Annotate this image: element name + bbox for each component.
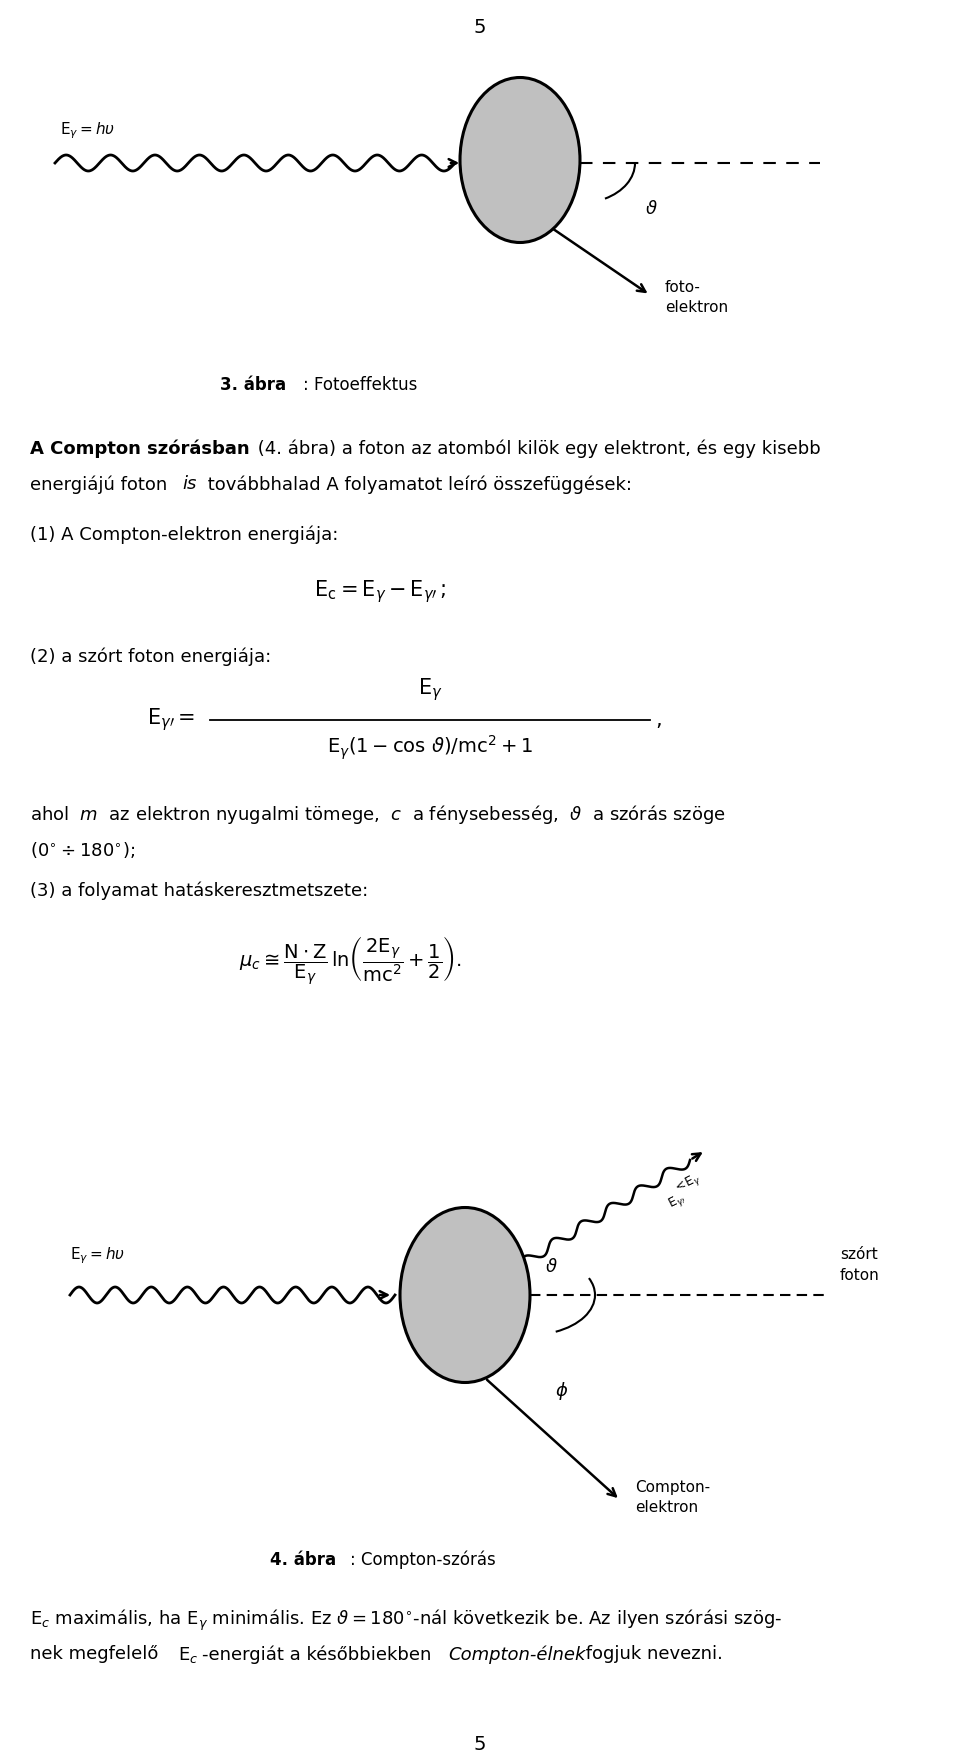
- Text: $\mu_{c} \cong \dfrac{\mathrm{N} \cdot \mathrm{Z}}{\mathrm{E}_{\gamma}}\,\ln\!\l: $\mu_{c} \cong \dfrac{\mathrm{N} \cdot \…: [239, 935, 462, 989]
- Text: $\mathrm{E}_{\gamma} = h\upsilon$: $\mathrm{E}_{\gamma} = h\upsilon$: [60, 119, 115, 141]
- Text: $\mathrm{E}_{\gamma}$: $\mathrm{E}_{\gamma}$: [418, 676, 443, 703]
- Text: 5: 5: [473, 1734, 487, 1753]
- Text: továbbhalad A folyamatot leíró összefüggések:: továbbhalad A folyamatot leíró összefügg…: [202, 474, 632, 494]
- Text: $\phi$: $\phi$: [555, 1379, 568, 1402]
- Text: $\vartheta$: $\vartheta$: [645, 200, 658, 218]
- Text: $\mathrm{E}_{c}$ maximális, ha $\mathrm{E}_{\gamma}$ minimális. Ez $\vartheta = : $\mathrm{E}_{c}$ maximális, ha $\mathrm{…: [30, 1608, 782, 1634]
- Text: $(0^{\circ} \div 180^{\circ})$;: $(0^{\circ} \div 180^{\circ})$;: [30, 840, 135, 859]
- Text: foto-
elektron: foto- elektron: [665, 279, 728, 315]
- Text: atom: atom: [500, 81, 540, 95]
- Text: A Compton szórásban: A Compton szórásban: [30, 439, 250, 459]
- Text: $\mathrm{E}_{\gamma}(1 - \cos\,\vartheta)/\mathrm{mc}^{2} + 1$: $\mathrm{E}_{\gamma}(1 - \cos\,\vartheta…: [327, 734, 533, 763]
- Text: 4. ábra: 4. ábra: [270, 1551, 336, 1569]
- Text: $\mathrm{E}_{c}$: $\mathrm{E}_{c}$: [178, 1645, 199, 1666]
- Text: $\vartheta$: $\vartheta$: [545, 1258, 558, 1276]
- Text: $<\!\mathrm{E}_{\gamma}$: $<\!\mathrm{E}_{\gamma}$: [670, 1170, 704, 1198]
- Text: (3) a folyamat hatáskeresztmetszete:: (3) a folyamat hatáskeresztmetszete:: [30, 882, 369, 901]
- Text: : Compton-szórás: : Compton-szórás: [350, 1551, 495, 1569]
- Text: fogjuk nevezni.: fogjuk nevezni.: [580, 1645, 723, 1662]
- Text: is: is: [182, 474, 197, 494]
- Text: (4. ábra) a foton az atomból kilök egy elektront, és egy kisebb: (4. ábra) a foton az atomból kilök egy e…: [252, 439, 821, 459]
- Text: $\mathrm{E}_{\gamma\prime} =$: $\mathrm{E}_{\gamma\prime} =$: [147, 706, 195, 733]
- Text: Compton-élnek: Compton-élnek: [448, 1645, 586, 1664]
- Text: : Fotoeffektus: : Fotoeffektus: [303, 376, 418, 394]
- Text: (1) A Compton-elektron energiája:: (1) A Compton-elektron energiája:: [30, 525, 338, 543]
- Text: -energiát a későbbiekben: -energiát a későbbiekben: [202, 1645, 437, 1664]
- Text: 5: 5: [473, 18, 487, 37]
- Text: (2) a szórt foton energiája:: (2) a szórt foton energiája:: [30, 648, 272, 666]
- Text: 3. ábra: 3. ábra: [220, 376, 286, 394]
- Text: $\mathrm{E}_{\mathrm{c}} = \mathrm{E}_{\gamma} - \mathrm{E}_{\gamma\prime}\,;$: $\mathrm{E}_{\mathrm{c}} = \mathrm{E}_{\…: [314, 578, 446, 606]
- Text: Compton-
elektron: Compton- elektron: [635, 1479, 710, 1515]
- Ellipse shape: [460, 77, 580, 242]
- Text: ahol  $m$  az elektron nyugalmi tömege,  $c$  a fénysebesség,  $\vartheta$  a sz: ahol $m$ az elektron nyugalmi tömege, $c…: [30, 803, 726, 826]
- Text: energiájú foton: energiájú foton: [30, 474, 173, 494]
- Text: nek megfelelő: nek megfelelő: [30, 1645, 164, 1662]
- Text: ,: ,: [655, 710, 661, 729]
- Text: szórt
foton: szórt foton: [840, 1247, 879, 1283]
- Ellipse shape: [400, 1207, 530, 1383]
- Text: atom: atom: [445, 1216, 485, 1230]
- Text: $\mathrm{E}_{\gamma} = h\upsilon$: $\mathrm{E}_{\gamma} = h\upsilon$: [70, 1246, 125, 1265]
- Text: $\mathrm{E}_{\gamma\prime}$: $\mathrm{E}_{\gamma\prime}$: [665, 1189, 688, 1212]
